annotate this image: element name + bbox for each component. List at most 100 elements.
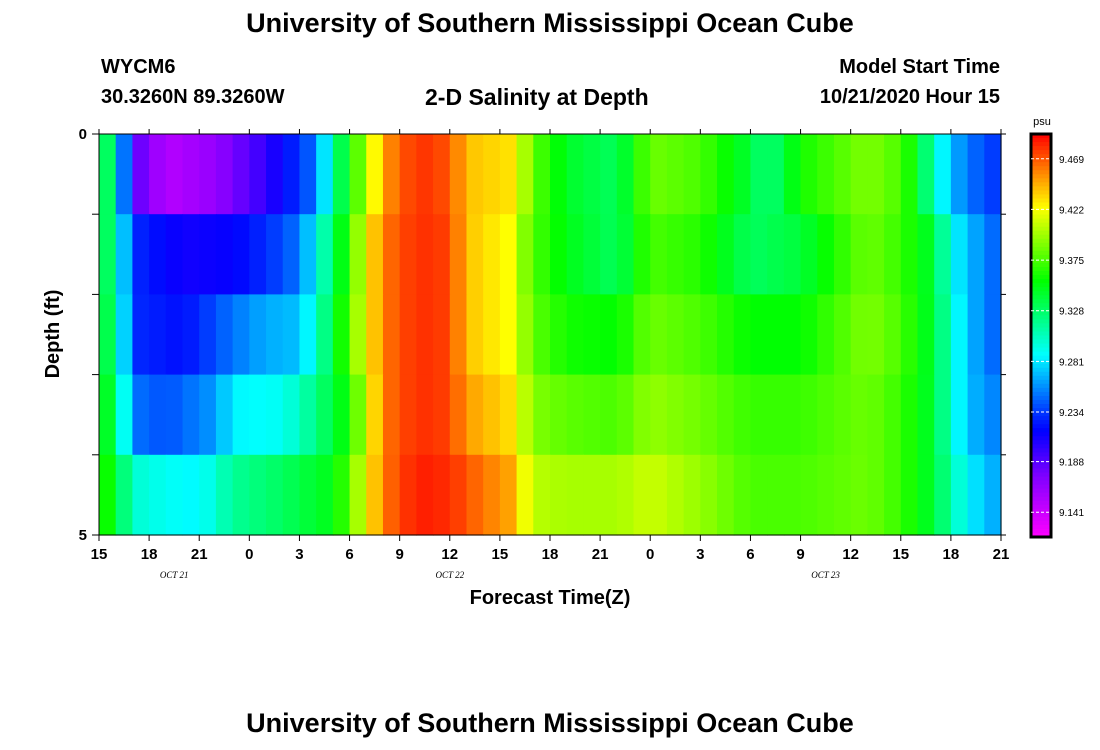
colorbar-swatch xyxy=(1031,158,1051,163)
heatmap-cell xyxy=(800,294,818,376)
heatmap-cell xyxy=(783,214,802,295)
heatmap-cell xyxy=(566,374,584,456)
heatmap-cell xyxy=(767,134,785,215)
heatmap-cell xyxy=(884,214,902,295)
heatmap-cell xyxy=(516,134,534,215)
colorbar-swatch xyxy=(1031,375,1051,381)
colorbar-swatch xyxy=(1031,367,1051,373)
heatmap-cell xyxy=(550,294,568,376)
heatmap-cell xyxy=(399,214,417,295)
colorbar-swatch xyxy=(1031,295,1051,300)
heatmap-cell xyxy=(149,134,167,215)
colorbar-swatch xyxy=(1031,395,1051,401)
heatmap-cell xyxy=(433,214,451,295)
colorbar-swatch xyxy=(1031,134,1051,139)
heatmap-cell xyxy=(366,454,384,536)
station-coordinates: 30.3260N 89.3260W xyxy=(101,86,285,108)
heatmap-cell xyxy=(984,134,1002,215)
heatmap-cell xyxy=(817,454,835,536)
heatmap-cell xyxy=(666,214,685,295)
heatmap-cell xyxy=(483,294,501,376)
colorbar-swatch xyxy=(1031,291,1051,296)
colorbar-tick-label: 9.188 xyxy=(1059,458,1084,469)
heatmap-cell xyxy=(516,214,534,295)
model-start-time: 10/21/2020 Hour 15 xyxy=(819,86,1000,108)
colorbar-swatch xyxy=(1031,162,1051,167)
heatmap-cell xyxy=(917,214,935,295)
heatmap-cell xyxy=(934,454,952,536)
colorbar-swatch xyxy=(1031,142,1051,147)
heatmap-cell xyxy=(366,134,384,215)
heatmap-cell xyxy=(316,214,334,295)
colorbar-swatch xyxy=(1031,150,1051,155)
heatmap-cell xyxy=(282,294,301,376)
heatmap-cell xyxy=(516,374,534,456)
heatmap-cell xyxy=(733,454,752,536)
colorbar-swatch xyxy=(1031,146,1051,151)
heatmap-cell xyxy=(132,454,150,536)
colorbar-swatch xyxy=(1031,363,1051,369)
heatmap-cell xyxy=(483,374,501,456)
heatmap-cell xyxy=(115,454,133,536)
colorbar-swatch xyxy=(1031,323,1051,329)
heatmap-cell xyxy=(884,294,902,376)
x-tick-label: 9 xyxy=(395,546,403,563)
heatmap-cell xyxy=(132,214,150,295)
colorbar-swatch xyxy=(1031,492,1051,498)
colorbar-swatch xyxy=(1031,448,1051,453)
heatmap-cell xyxy=(182,374,200,456)
heatmap-cell xyxy=(266,454,284,536)
heatmap-cell xyxy=(700,214,718,295)
heatmap-cell xyxy=(950,214,969,295)
heatmap-cell xyxy=(149,374,167,456)
colorbar-swatch xyxy=(1031,266,1051,272)
colorbar-swatch xyxy=(1031,472,1051,478)
colorbar-swatch xyxy=(1031,379,1051,385)
heatmap-cell xyxy=(483,134,501,215)
heatmap-cell xyxy=(349,294,367,376)
heatmap-cell xyxy=(666,294,685,376)
heatmap-cell xyxy=(984,454,1002,536)
model-start-label: Model Start Time xyxy=(839,56,1000,78)
x-tick-label: 3 xyxy=(696,546,704,563)
colorbar-swatch xyxy=(1031,319,1051,325)
heatmap-cell xyxy=(566,214,584,295)
heatmap-cell xyxy=(349,214,367,295)
x-tick-label: 12 xyxy=(842,546,859,563)
heatmap-cell xyxy=(984,374,1002,456)
colorbar-swatch xyxy=(1031,399,1051,405)
colorbar-swatch xyxy=(1031,178,1051,183)
colorbar-swatch xyxy=(1031,456,1051,462)
heatmap-cell xyxy=(633,454,651,536)
colorbar-swatch xyxy=(1031,468,1051,474)
heatmap-cell xyxy=(967,374,985,456)
heatmap-cell xyxy=(332,294,351,376)
heatmap-cell xyxy=(499,134,518,215)
heatmap-cell xyxy=(817,134,835,215)
heatmap-cell xyxy=(666,454,685,536)
heatmap-cell xyxy=(900,214,919,295)
heatmap-cell xyxy=(900,454,919,536)
colorbar-swatch xyxy=(1031,432,1051,437)
heatmap-cell xyxy=(249,294,267,376)
colorbar-swatch xyxy=(1031,271,1051,276)
heatmap-cell xyxy=(616,374,635,456)
heatmap-cell xyxy=(366,214,384,295)
heatmap-cell xyxy=(215,214,234,295)
heatmap-cell xyxy=(165,294,184,376)
heatmap-cell xyxy=(215,374,234,456)
heatmap-cell xyxy=(533,454,551,536)
heatmap-cell xyxy=(382,374,401,456)
heatmap-cell xyxy=(249,374,267,456)
heatmap-cell xyxy=(917,374,935,456)
colorbar-swatch xyxy=(1031,436,1051,441)
heatmap-cell xyxy=(99,214,117,295)
heatmap-cell xyxy=(99,134,117,215)
colorbar-frame xyxy=(1029,132,1053,539)
colorbar-swatch xyxy=(1031,464,1051,470)
colorbar-swatch xyxy=(1031,246,1051,252)
heatmap-cell xyxy=(132,134,150,215)
heatmap-cell xyxy=(416,214,434,295)
colorbar-swatch xyxy=(1031,238,1051,244)
